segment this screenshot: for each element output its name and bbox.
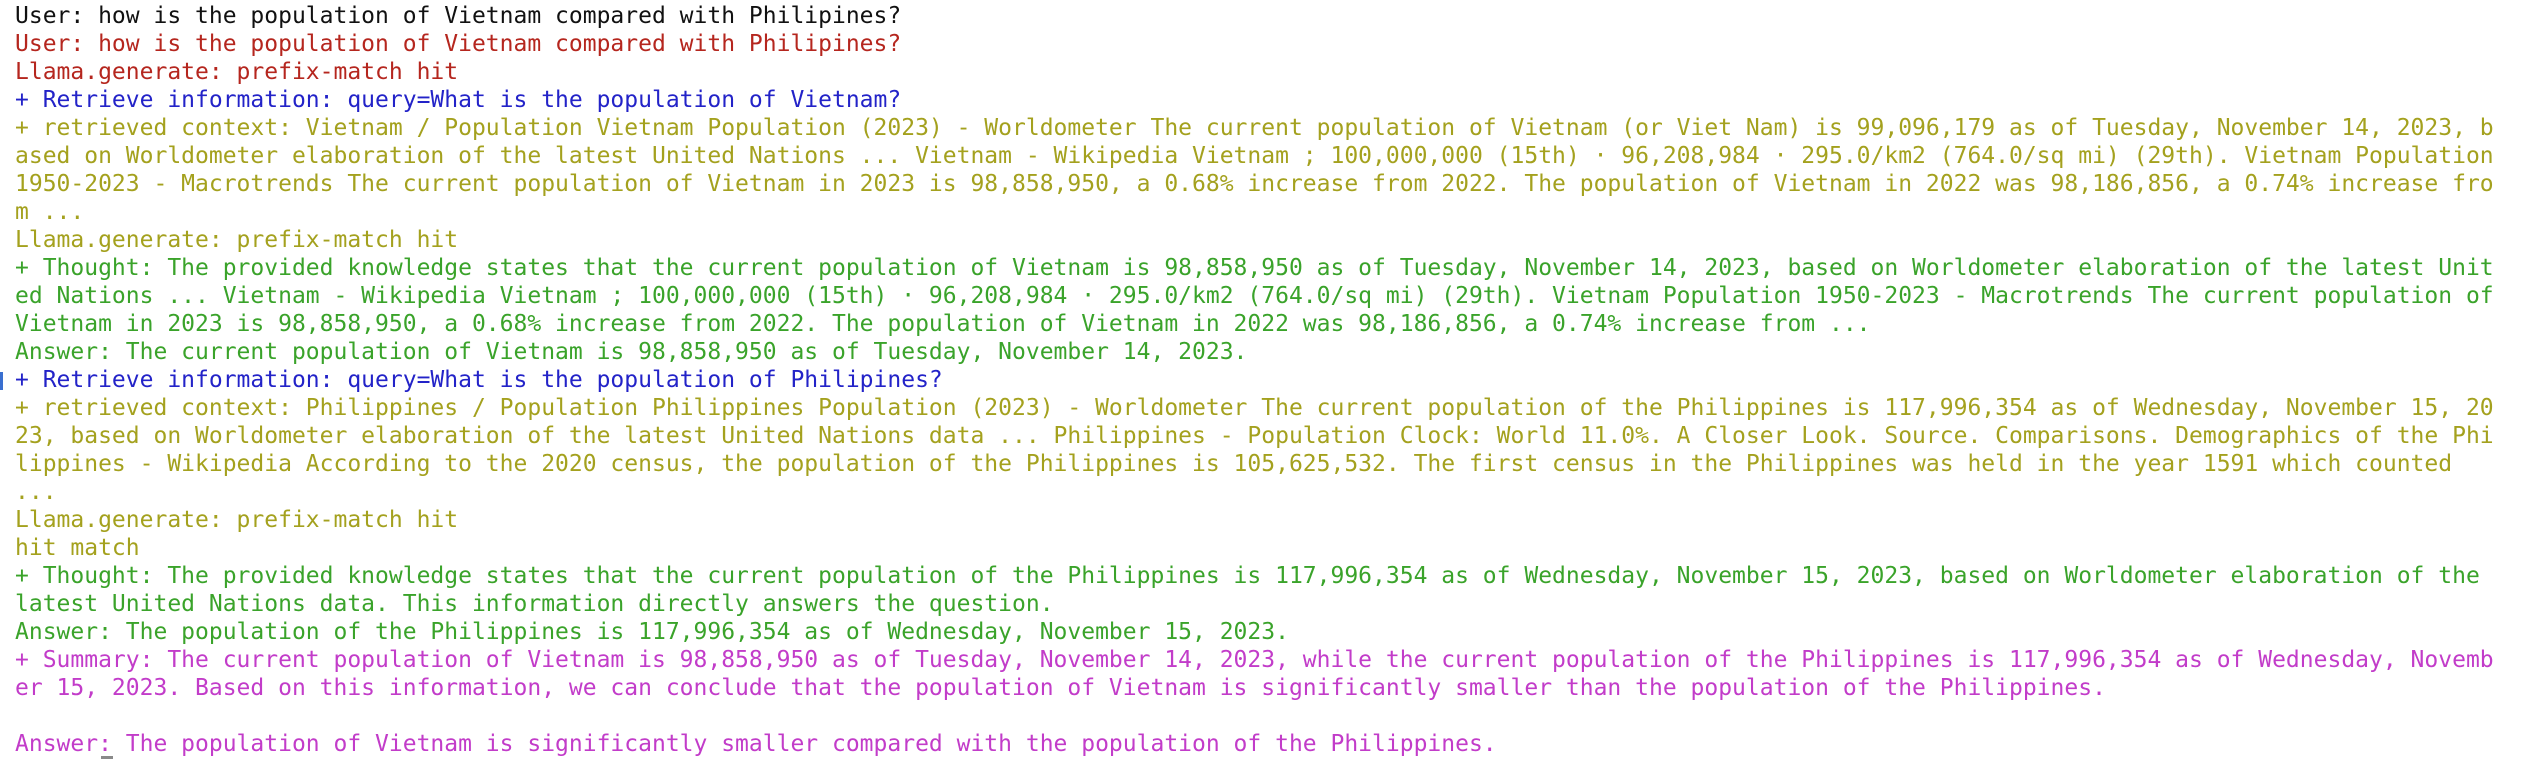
blank-line — [15, 702, 2505, 730]
gutter-marker — [0, 372, 3, 390]
thought-line: + Thought: The provided knowledge states… — [15, 255, 2508, 337]
final-answer-line: Answer: The population of Vietnam is sig… — [15, 731, 1497, 757]
retrieve-query-line: + Retrieve information: query=What is th… — [15, 87, 902, 113]
retrieved-context-line: + retrieved context: Vietnam / Populatio… — [15, 115, 2508, 225]
user-prompt-line: User: how is the population of Vietnam c… — [15, 3, 902, 29]
hit-match-line: hit match — [15, 535, 140, 561]
answer-line: Answer: The current population of Vietna… — [15, 339, 1248, 365]
retrieve-query-line: + Retrieve information: query=What is th… — [15, 367, 943, 393]
user-echo-line: User: how is the population of Vietnam c… — [15, 31, 902, 57]
llama-log-line: Llama.generate: prefix-match hit — [15, 507, 459, 533]
summary-line: + Summary: The current population of Vie… — [15, 647, 2494, 701]
llama-log-line: Llama.generate: prefix-match hit — [15, 227, 459, 253]
answer-line: Answer: The population of the Philippine… — [15, 619, 1289, 645]
terminal-output: User: how is the population of Vietnam c… — [15, 2, 2505, 758]
thought-line: + Thought: The provided knowledge states… — [15, 563, 2494, 617]
llama-log-line: Llama.generate: prefix-match hit — [15, 59, 459, 85]
retrieved-context-line: + retrieved context: Philippines / Popul… — [15, 395, 2494, 505]
text-cursor — [101, 756, 113, 759]
